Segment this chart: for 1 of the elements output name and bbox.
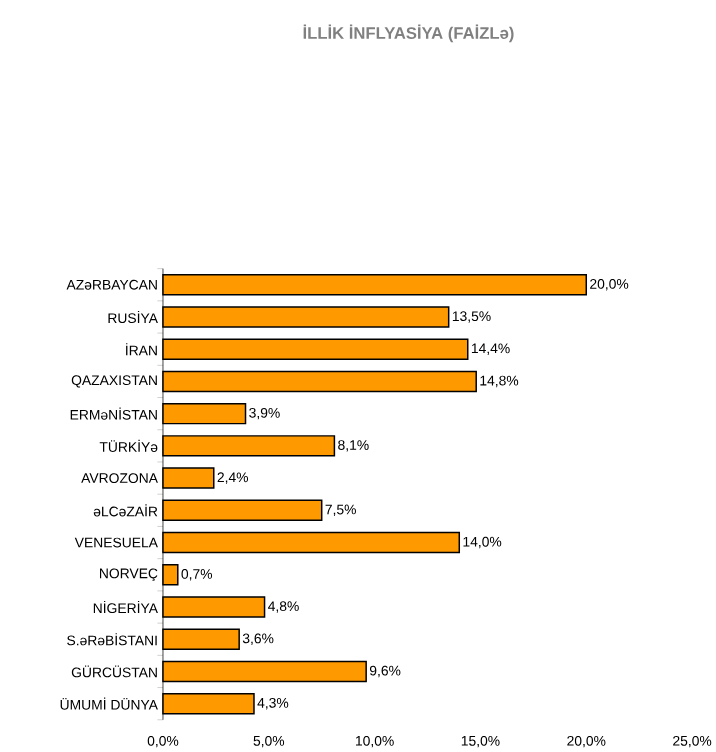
chart-title: İLLİK İNFLYASİYA (FAİZLə)	[303, 24, 514, 43]
